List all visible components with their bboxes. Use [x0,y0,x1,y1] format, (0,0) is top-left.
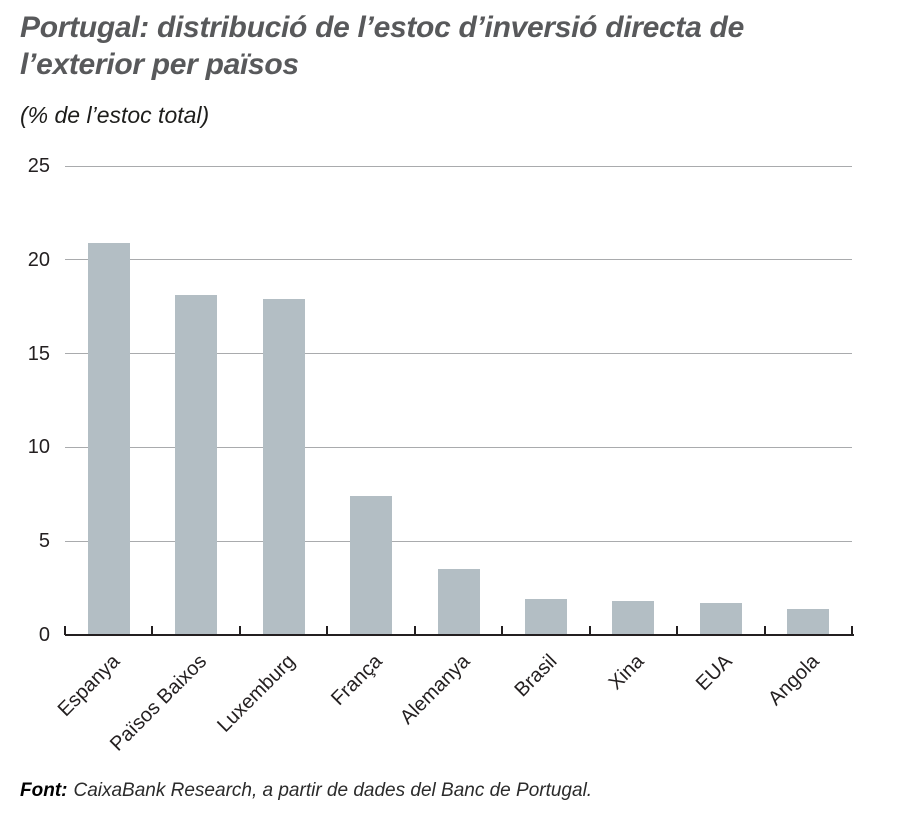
axis-tick [326,626,329,635]
bar [262,299,305,634]
axis-tick [151,626,154,635]
y-tick-label: 15 [27,342,50,365]
axis-tick [588,626,591,635]
y-tick-label: 10 [27,436,50,459]
y-tick-label: 5 [38,530,50,553]
bar [87,242,130,634]
bar [350,496,393,634]
axis-tick [413,626,416,635]
bar [699,603,742,634]
gridline [65,540,852,542]
y-tick-label: 25 [27,155,50,177]
chart-subtitle: (% de l’estoc total) [20,102,210,128]
axis-tick [851,626,853,635]
axis-tick [238,626,241,635]
axis-tick [64,626,66,635]
source-note: Font: CaixaBank Research, a partir de dad… [20,780,592,802]
bar [612,601,655,634]
y-tick-label: 20 [27,248,50,271]
x-axis-line [65,634,854,636]
bar-chart: 0 5 10 15 20 25 Espanya Països Baixos Luxemburg F… [0,148,900,768]
gridline [65,446,852,448]
bar [175,295,218,634]
source-text: CaixaBank Research, a partir de dades de… [73,780,593,801]
bar [787,608,830,634]
gridline [65,353,852,355]
axis-tick [763,626,766,635]
chart-title: Portugal: distribució de l’estoc d’inver… [20,11,744,81]
axis-tick [676,626,679,635]
x-tick-label: Angola [0,647,824,710]
source-label: Font: [20,780,68,801]
x-tick-label-text: Angola [764,650,824,710]
y-tick-label: 0 [38,624,50,646]
bar [437,569,480,634]
bar [524,599,567,634]
gridline [65,259,852,261]
gridline [65,165,852,167]
axis-tick [501,626,504,635]
